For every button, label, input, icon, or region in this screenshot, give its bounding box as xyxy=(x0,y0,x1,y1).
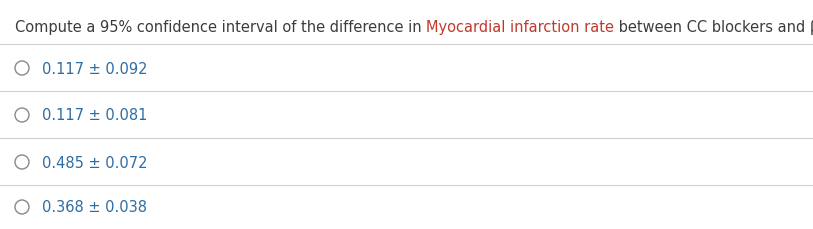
Text: 0.485 ± 0.072: 0.485 ± 0.072 xyxy=(42,155,147,170)
Text: Myocardial infarction rate: Myocardial infarction rate xyxy=(426,20,615,35)
Text: Compute a 95% confidence interval of the difference in: Compute a 95% confidence interval of the… xyxy=(15,20,426,35)
Text: 0.368 ± 0.038: 0.368 ± 0.038 xyxy=(42,200,147,215)
Text: 0.117 ± 0.092: 0.117 ± 0.092 xyxy=(42,61,147,76)
Text: between CC blockers and β-blockers.: between CC blockers and β-blockers. xyxy=(615,20,813,35)
Text: 0.117 ± 0.081: 0.117 ± 0.081 xyxy=(42,108,147,123)
